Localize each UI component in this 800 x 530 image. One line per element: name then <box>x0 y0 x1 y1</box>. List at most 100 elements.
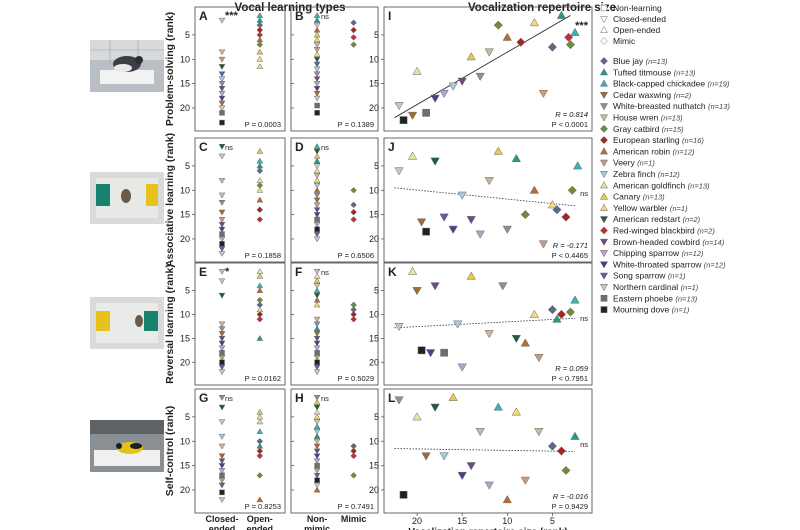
panel-letter: D <box>295 140 304 154</box>
y-tick-label: 5 <box>374 30 379 40</box>
data-point <box>313 182 321 189</box>
data-point <box>218 345 226 352</box>
data-point <box>538 89 549 99</box>
data-point <box>256 452 264 460</box>
data-point <box>313 423 321 430</box>
data-point <box>313 50 321 57</box>
data-point <box>218 364 226 371</box>
panel-frame <box>194 6 286 132</box>
data-point <box>218 458 226 465</box>
p-value-label: P = 0.5029 <box>338 374 374 383</box>
data-point <box>256 472 264 479</box>
data-point <box>313 355 321 361</box>
data-point <box>484 177 494 186</box>
data-point <box>313 316 321 323</box>
data-point <box>556 10 567 19</box>
data-point <box>313 36 321 43</box>
data-point <box>457 77 467 86</box>
legend-species-marker <box>600 226 608 235</box>
panel-frame <box>290 388 379 514</box>
data-point <box>425 349 436 358</box>
data-point <box>313 157 321 164</box>
data-point <box>256 157 264 164</box>
data-point <box>556 446 566 456</box>
data-point <box>218 49 226 56</box>
data-point <box>313 177 321 183</box>
y-tick-label: 10 <box>180 54 190 64</box>
data-point <box>313 486 321 493</box>
data-point <box>218 292 226 299</box>
data-point <box>534 428 544 437</box>
legend-species-label: Gray catbird (n=15) <box>613 124 684 134</box>
data-point <box>218 433 226 440</box>
data-point <box>314 226 320 232</box>
significance-label: ns <box>225 143 233 152</box>
data-point <box>407 266 418 275</box>
data-point <box>314 216 320 223</box>
legend-species-marker <box>599 181 609 189</box>
panel-letter: B <box>295 9 304 23</box>
data-point <box>313 192 321 199</box>
data-point <box>399 116 408 124</box>
data-point <box>556 309 566 319</box>
legend-species-label: Song sparrow (n=1) <box>613 271 686 281</box>
data-point <box>484 330 494 339</box>
data-point <box>313 472 321 479</box>
data-point <box>218 331 226 337</box>
data-point <box>218 217 226 223</box>
data-point <box>439 452 449 461</box>
data-point <box>256 428 264 434</box>
x-tick-label: 10 <box>502 516 512 526</box>
data-point <box>313 458 321 465</box>
data-point <box>394 322 404 332</box>
data-point <box>394 396 404 405</box>
data-point <box>313 71 321 78</box>
legend-species-label: Red-winged blackbird (n=2) <box>613 226 715 236</box>
data-point <box>219 359 225 365</box>
data-point <box>350 216 357 223</box>
data-point <box>313 408 321 415</box>
legend-species-marker <box>599 216 609 224</box>
significance-label: ns <box>580 314 588 323</box>
data-point <box>313 42 321 49</box>
legend-species-label: Zebra finch (n=12) <box>613 169 680 179</box>
panel-letter: I <box>388 9 391 23</box>
panel-frame <box>383 262 593 386</box>
y-tick-label: 15 <box>180 210 190 220</box>
data-point <box>313 429 321 435</box>
data-point <box>218 482 226 489</box>
data-point <box>256 177 264 183</box>
panel-G: 5 10 15 20 Self-control (rank) G ns P = 0.8253 <box>164 388 286 514</box>
panel-frame <box>383 137 593 263</box>
photo-associative-learning-icon <box>90 172 164 224</box>
legend-species-marker <box>600 306 608 313</box>
data-point <box>218 76 226 83</box>
p-value-label: P = 0.0162 <box>245 374 281 383</box>
y-tick-label: 20 <box>180 485 190 495</box>
legend-type-marker <box>600 16 608 23</box>
p-value-label: P < 0.0001 <box>552 120 588 129</box>
y-tick-label: 15 <box>369 333 379 343</box>
y-tick-label: 5 <box>185 286 190 296</box>
legend-species-label: Brown-headed cowbird (n=14) <box>613 237 725 247</box>
data-point <box>218 335 226 342</box>
data-point <box>218 221 226 228</box>
data-point <box>218 463 226 470</box>
data-point <box>218 251 226 257</box>
data-point <box>313 453 321 460</box>
data-point <box>218 86 226 92</box>
panel-letter: H <box>295 391 304 405</box>
data-point <box>440 348 448 357</box>
legend-species-label: Black-capped chickadee (n=19) <box>613 79 730 89</box>
data-point <box>218 236 226 243</box>
legend-type-marker <box>600 4 608 12</box>
legend-species-marker <box>599 147 609 155</box>
p-value-label: P = 0.9429 <box>552 502 588 511</box>
data-point <box>313 81 321 88</box>
panel-frame <box>194 137 286 263</box>
data-point <box>218 209 226 216</box>
